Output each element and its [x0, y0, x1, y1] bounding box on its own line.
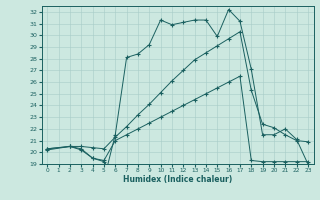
X-axis label: Humidex (Indice chaleur): Humidex (Indice chaleur) [123, 175, 232, 184]
